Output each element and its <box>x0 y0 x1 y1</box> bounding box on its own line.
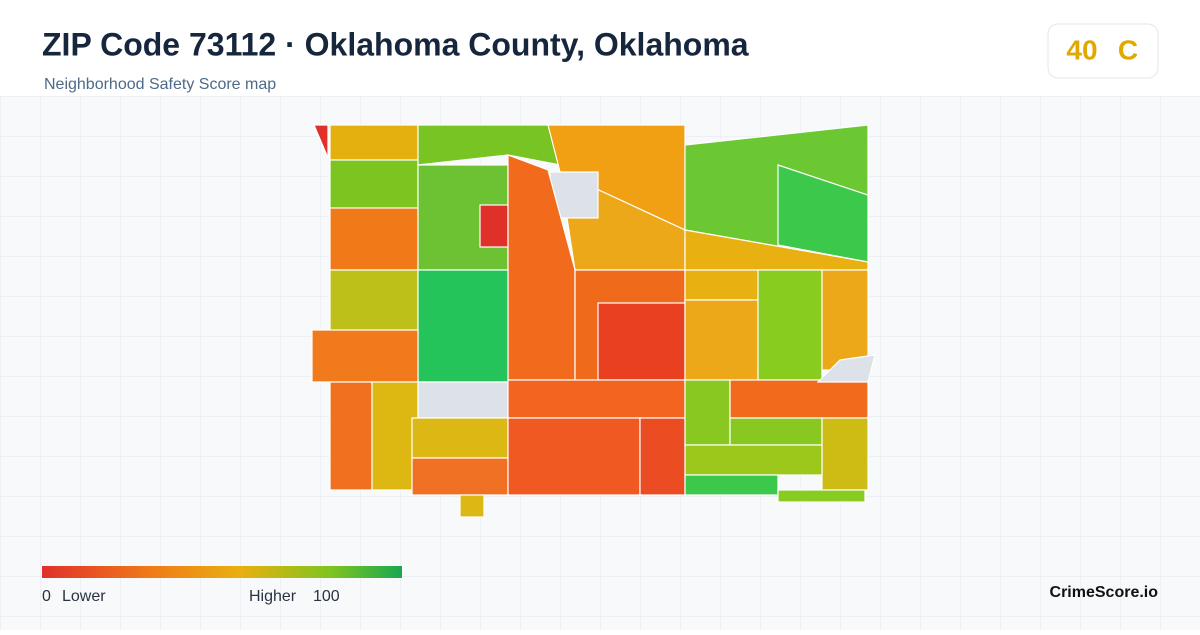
area <box>684 299 759 381</box>
score-value: 40 <box>1066 34 1097 65</box>
area <box>507 417 641 496</box>
score-grade: C <box>1118 34 1138 65</box>
area <box>371 381 419 491</box>
brand: CrimeScore.io <box>1050 584 1159 601</box>
map <box>311 124 876 518</box>
area <box>417 124 561 166</box>
area <box>684 379 731 446</box>
area <box>329 381 373 491</box>
legend-max: 100 <box>313 588 340 605</box>
legend-min-label: Lower <box>62 588 106 605</box>
title: ZIP Code 73112 · Oklahoma County, Oklaho… <box>42 26 749 62</box>
area <box>411 457 509 496</box>
legend-max-label: Higher <box>249 588 297 605</box>
area <box>313 124 329 159</box>
area <box>684 474 779 496</box>
legend-min: 0 <box>42 588 51 605</box>
header-band <box>0 0 1200 96</box>
area <box>821 269 869 371</box>
area <box>597 302 686 381</box>
subtitle: Neighborhood Safety Score map <box>44 76 276 93</box>
area <box>459 494 485 518</box>
area <box>507 379 686 419</box>
area <box>329 207 419 271</box>
area <box>479 204 509 248</box>
area <box>777 489 866 503</box>
area <box>757 269 823 381</box>
area <box>417 269 509 383</box>
area <box>821 417 869 491</box>
area <box>729 379 869 419</box>
area <box>639 417 686 496</box>
legend-scale <box>42 566 402 578</box>
area <box>684 444 823 476</box>
area <box>417 381 509 419</box>
area <box>411 417 509 459</box>
score-box <box>1047 23 1159 79</box>
area <box>816 354 876 383</box>
area <box>311 329 419 383</box>
area <box>729 417 823 446</box>
